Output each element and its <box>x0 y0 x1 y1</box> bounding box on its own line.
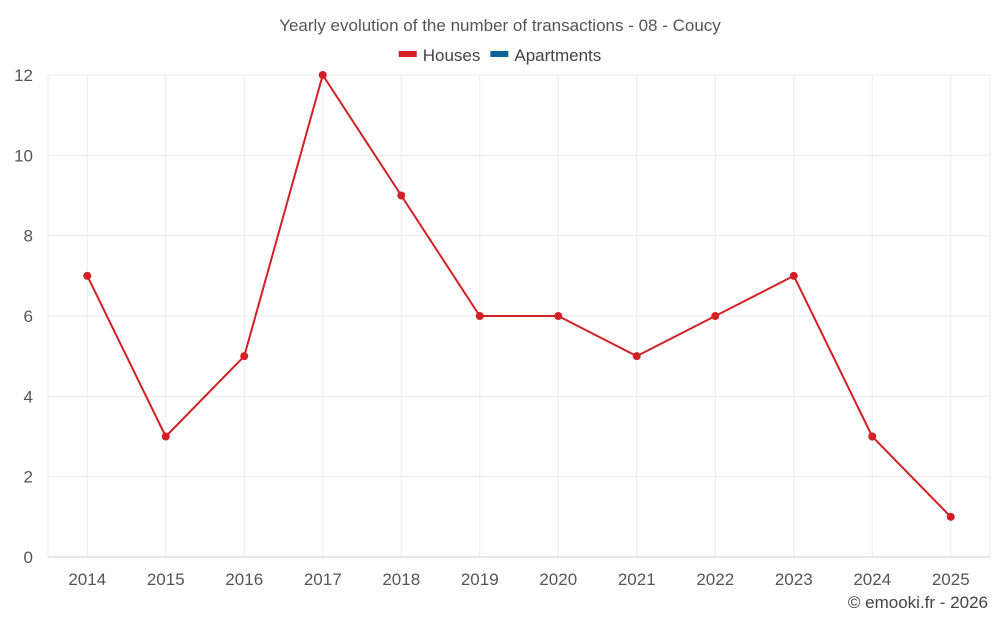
y-tick-label: 8 <box>24 227 33 246</box>
chart-legend: Houses Apartments <box>398 46 601 65</box>
data-point-houses-2015[interactable] <box>161 432 170 441</box>
x-tick-label: 2017 <box>304 570 342 589</box>
legend-item-apartments[interactable]: Apartments <box>490 46 601 65</box>
x-tick-label: 2020 <box>539 570 577 589</box>
legend-swatch <box>490 51 509 57</box>
data-point-houses-2016[interactable] <box>240 352 249 361</box>
x-tick-label: 2019 <box>461 570 499 589</box>
data-point-houses-2019[interactable] <box>475 312 484 320</box>
y-tick-label: 6 <box>24 307 33 326</box>
x-tick-label: 2024 <box>853 570 891 589</box>
legend-item-houses[interactable]: Houses <box>398 46 481 65</box>
y-tick-label: 10 <box>14 146 33 165</box>
x-tick-label: 2016 <box>225 570 263 589</box>
y-tick-label: 0 <box>24 548 33 567</box>
legend-label: Apartments <box>514 46 601 65</box>
series <box>83 71 955 521</box>
data-point-houses-2022[interactable] <box>711 312 720 320</box>
data-point-houses-2021[interactable] <box>632 352 641 361</box>
data-point-houses-2025[interactable] <box>946 512 955 521</box>
x-tick-label: 2015 <box>147 570 185 589</box>
x-tick-label: 2018 <box>382 570 420 589</box>
y-tick-label: 2 <box>24 468 33 487</box>
credit-text: © emooki.fr - 2026 <box>847 593 988 612</box>
series-line-houses <box>86 74 952 518</box>
legend-swatch <box>398 51 417 57</box>
x-tick-label: 2022 <box>696 570 734 589</box>
axes: 0 2 4 6 8 10 12 2014 2015 2016 2017 2018 2019 2020 202… <box>14 66 990 589</box>
chart-title: Yearly evolution of the number of transa… <box>279 16 721 35</box>
x-tick-label: 2014 <box>68 570 106 589</box>
data-point-houses-2023[interactable] <box>789 271 798 280</box>
x-tick-label: 2023 <box>775 570 813 589</box>
data-point-houses-2018[interactable] <box>397 191 406 200</box>
x-tick-label: 2025 <box>932 570 970 589</box>
x-tick-label: 2021 <box>618 570 656 589</box>
legend-label: Houses <box>423 46 481 65</box>
data-point-houses-2017[interactable] <box>318 71 327 79</box>
y-tick-label: 12 <box>14 66 33 85</box>
data-point-houses-2024[interactable] <box>868 432 877 441</box>
y-tick-label: 4 <box>24 387 33 406</box>
data-point-houses-2020[interactable] <box>554 312 563 320</box>
data-point-houses-2014[interactable] <box>83 271 92 280</box>
